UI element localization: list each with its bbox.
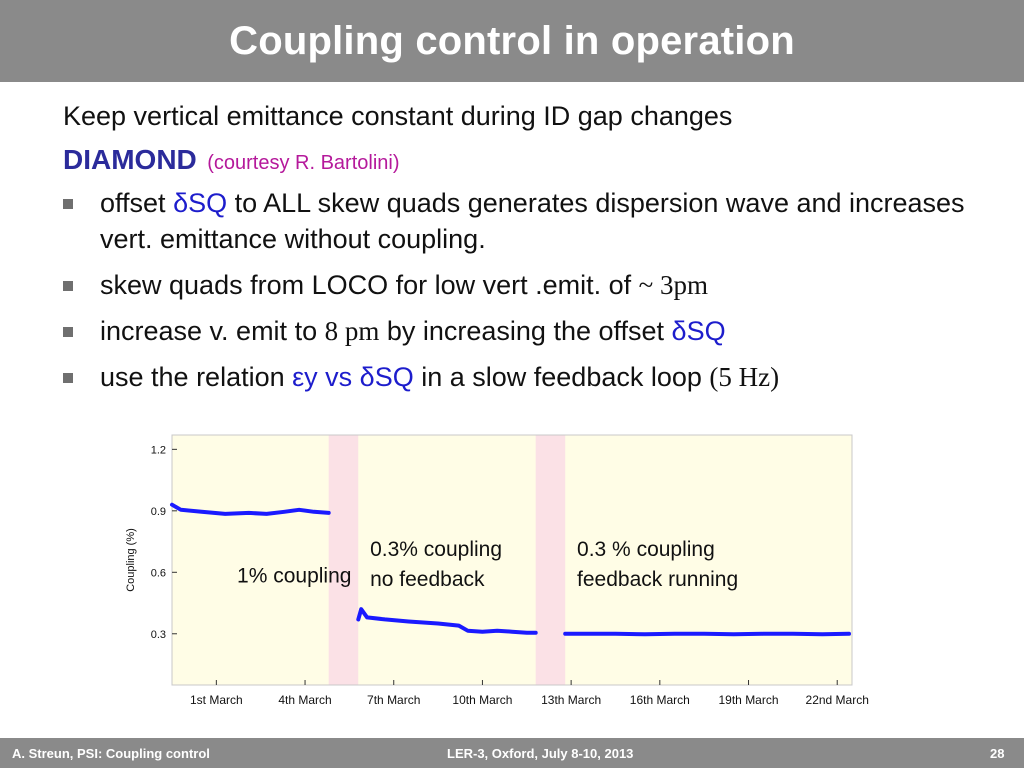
slide-content: Keep vertical emittance constant during … [63,96,1003,405]
bullet-square-icon [63,199,73,209]
bullet-square-icon [63,281,73,291]
chart-annotation: 0.3 % coupling [577,538,715,561]
title-bar: Coupling control in operation [0,0,1024,82]
gap-band [535,435,566,685]
section-name: DIAMOND [63,144,197,175]
coupling-chart: 0.3 0.6 0.9 1.2 1st March 4th March 7th March 1… [110,430,890,720]
bullet-math: ~ 3pm [638,270,709,300]
series-line [170,502,331,516]
coupling-chart-svg: 0.3 0.6 0.9 1.2 1st March 4th March 7th March 1… [125,434,869,707]
y-tick-label: 0.6 [151,567,166,579]
bullet-highlight: εy vs δSQ [292,362,414,392]
x-tick-label: 1st March [190,693,243,707]
bullet-highlight: δSQ [671,316,726,346]
x-tick-label: 19th March [719,693,779,707]
bullet-math: 8 pm [324,316,380,346]
y-tick-label: 0.3 [151,629,166,641]
y-tick-label: 1.2 [151,444,166,456]
bullet-item: skew quads from LOCO for low vert .emit.… [63,267,1003,303]
x-tick-label: 16th March [630,693,690,707]
bullet-highlight: δSQ [173,188,228,218]
section-heading: DIAMOND (courtesy R. Bartolini) [63,142,1003,183]
bullet-item: offset δSQ to ALL skew quads generates d… [63,185,1003,257]
slide-subtitle: Keep vertical emittance constant during … [63,101,733,131]
chart-annotation: 0.3% coupling [370,538,502,561]
bullet-text: in a slow feedback loop [413,362,710,392]
bullet-square-icon [63,373,73,383]
bullet-text: skew quads from LOCO for low vert .emit.… [100,270,639,300]
bullet-text: use the relation [100,362,293,392]
x-tick-label: 13th March [541,693,601,707]
bullet-text: increase v. emit to [100,316,325,346]
bullet-text: to ALL skew quads generates dispersion w… [100,188,965,254]
chart-annotation: 1% coupling [237,565,351,588]
y-axis-label: Coupling (%) [125,528,137,592]
bullet-text: by increasing the offset [379,316,672,346]
bullet-list: offset δSQ to ALL skew quads generates d… [63,185,1003,395]
footer-page-number: 28 [990,746,1005,761]
x-tick-label: 10th March [452,693,512,707]
footer-author: A. Streun, PSI: Coupling control [12,746,210,761]
chart-annotation: feedback running [577,568,738,591]
x-tick-label: 4th March [278,693,331,707]
x-tick-label: 7th March [367,693,420,707]
y-tick-label: 0.9 [151,506,166,518]
courtesy-note: (courtesy R. Bartolini) [207,152,400,174]
plot-frame [171,434,853,686]
plot-area [172,435,852,685]
bullet-item: increase v. emit to 8 pm by increasing t… [63,313,1003,349]
footer-bar: A. Streun, PSI: Coupling control LER-3, … [0,738,1024,768]
slide-title: Coupling control in operation [229,18,795,63]
x-tick-label: 22nd March [806,693,869,707]
bullet-item: use the relation εy vs δSQ in a slow fee… [63,359,1003,395]
bullet-text: offset [100,188,174,218]
bullet-math: (5 Hz) [709,362,780,392]
chart-annotation: no feedback [370,568,485,591]
series-line [356,607,538,635]
gap-band [328,435,359,685]
footer-conference: LER-3, Oxford, July 8-10, 2013 [447,746,634,761]
bullet-square-icon [63,327,73,337]
